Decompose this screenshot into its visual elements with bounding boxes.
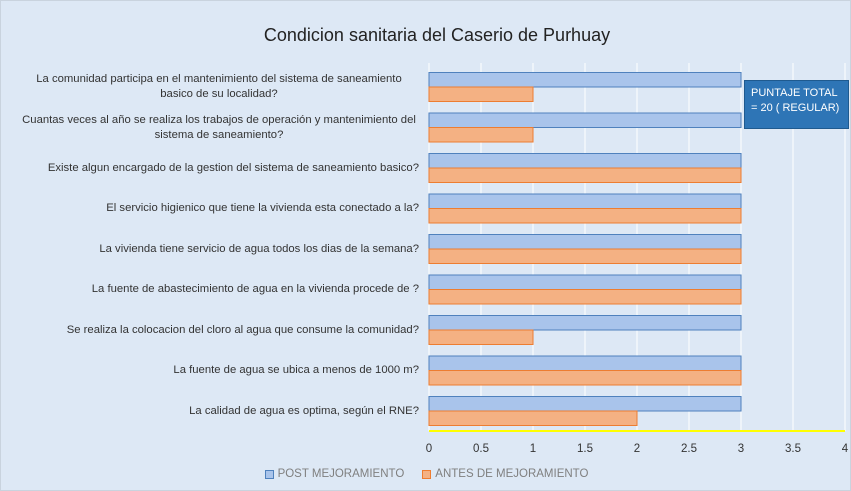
category-text: La vivienda tiene servicio de agua todos…	[99, 242, 419, 255]
category-text: La comunidad participa en el mantenimien…	[36, 73, 402, 100]
bar	[428, 234, 742, 250]
bar	[428, 193, 742, 209]
category-label: El servicio higienico que tiene la vivie…	[11, 189, 419, 229]
x-tick-label: 1	[530, 443, 536, 455]
legend-swatch	[422, 469, 432, 479]
bar	[428, 153, 742, 169]
category-label: Existe algun encargado de la gestion del…	[11, 148, 419, 188]
x-tick-label: 4	[842, 443, 849, 455]
x-tick-label: 1.5	[577, 443, 593, 455]
bar	[428, 410, 638, 426]
category-text: La fuente de agua se ubica a menos de 10…	[173, 364, 419, 376]
bar	[428, 370, 742, 386]
bar	[428, 72, 742, 88]
category-text: La fuente de abastecimiento de agua en l…	[91, 283, 419, 295]
annotation: PUNTAJE TOTAL = 20 ( REGULAR)	[744, 80, 849, 129]
chart-title: Condicion sanitaria del Caserio de Purhu…	[264, 25, 610, 45]
legend-item: ANTES DE MEJORAMIENTO	[422, 468, 588, 480]
bar	[428, 208, 742, 224]
x-tick-label: 0.5	[473, 443, 489, 455]
category-label: La fuente de agua se ubica a menos de 10…	[11, 351, 419, 391]
legend-item: POST MEJORAMIENTO	[264, 468, 405, 480]
bar	[428, 315, 742, 331]
category-text: Cuantas veces al año se realiza los trab…	[22, 113, 416, 141]
bar	[428, 248, 742, 264]
x-tick-label: 3.5	[785, 443, 801, 455]
category-text: La calidad de agua es optima, según el R…	[189, 404, 419, 417]
category-label: Se realiza la colocacion del cloro al ag…	[11, 310, 419, 350]
legend-swatch	[264, 469, 274, 479]
x-tick-label: 2	[634, 443, 640, 455]
legend: POST MEJORAMIENTO ANTES DE MEJORAMIENTO	[1, 468, 850, 480]
bar	[428, 329, 534, 345]
bar	[428, 274, 742, 290]
category-label: Cuantas veces al año se realiza los trab…	[11, 108, 419, 148]
category-label: La vivienda tiene servicio de agua todos…	[11, 229, 419, 269]
bar	[428, 396, 742, 412]
category-label: La fuente de abastecimiento de agua en l…	[11, 270, 419, 310]
legend-label: ANTES DE MEJORAMIENTO	[435, 468, 589, 480]
x-tick-label: 2.5	[681, 443, 697, 455]
x-tick-label: 0	[426, 443, 432, 455]
category-label: La calidad de agua es optima, según el R…	[11, 391, 419, 431]
x-tick-label: 3	[738, 443, 744, 455]
bar	[428, 355, 742, 371]
bar	[428, 127, 534, 143]
legend-label: POST MEJORAMIENTO	[277, 468, 405, 480]
category-text: Existe algun encargado de la gestion del…	[47, 161, 419, 174]
bar	[428, 112, 742, 128]
category-label: La comunidad participa en el mantenimien…	[11, 67, 419, 107]
bar	[428, 167, 742, 183]
bar	[428, 289, 742, 305]
category-text: El servicio higienico que tiene la vivie…	[106, 202, 419, 214]
category-text: Se realiza la colocacion del cloro al ag…	[66, 323, 419, 336]
bar	[428, 86, 534, 102]
